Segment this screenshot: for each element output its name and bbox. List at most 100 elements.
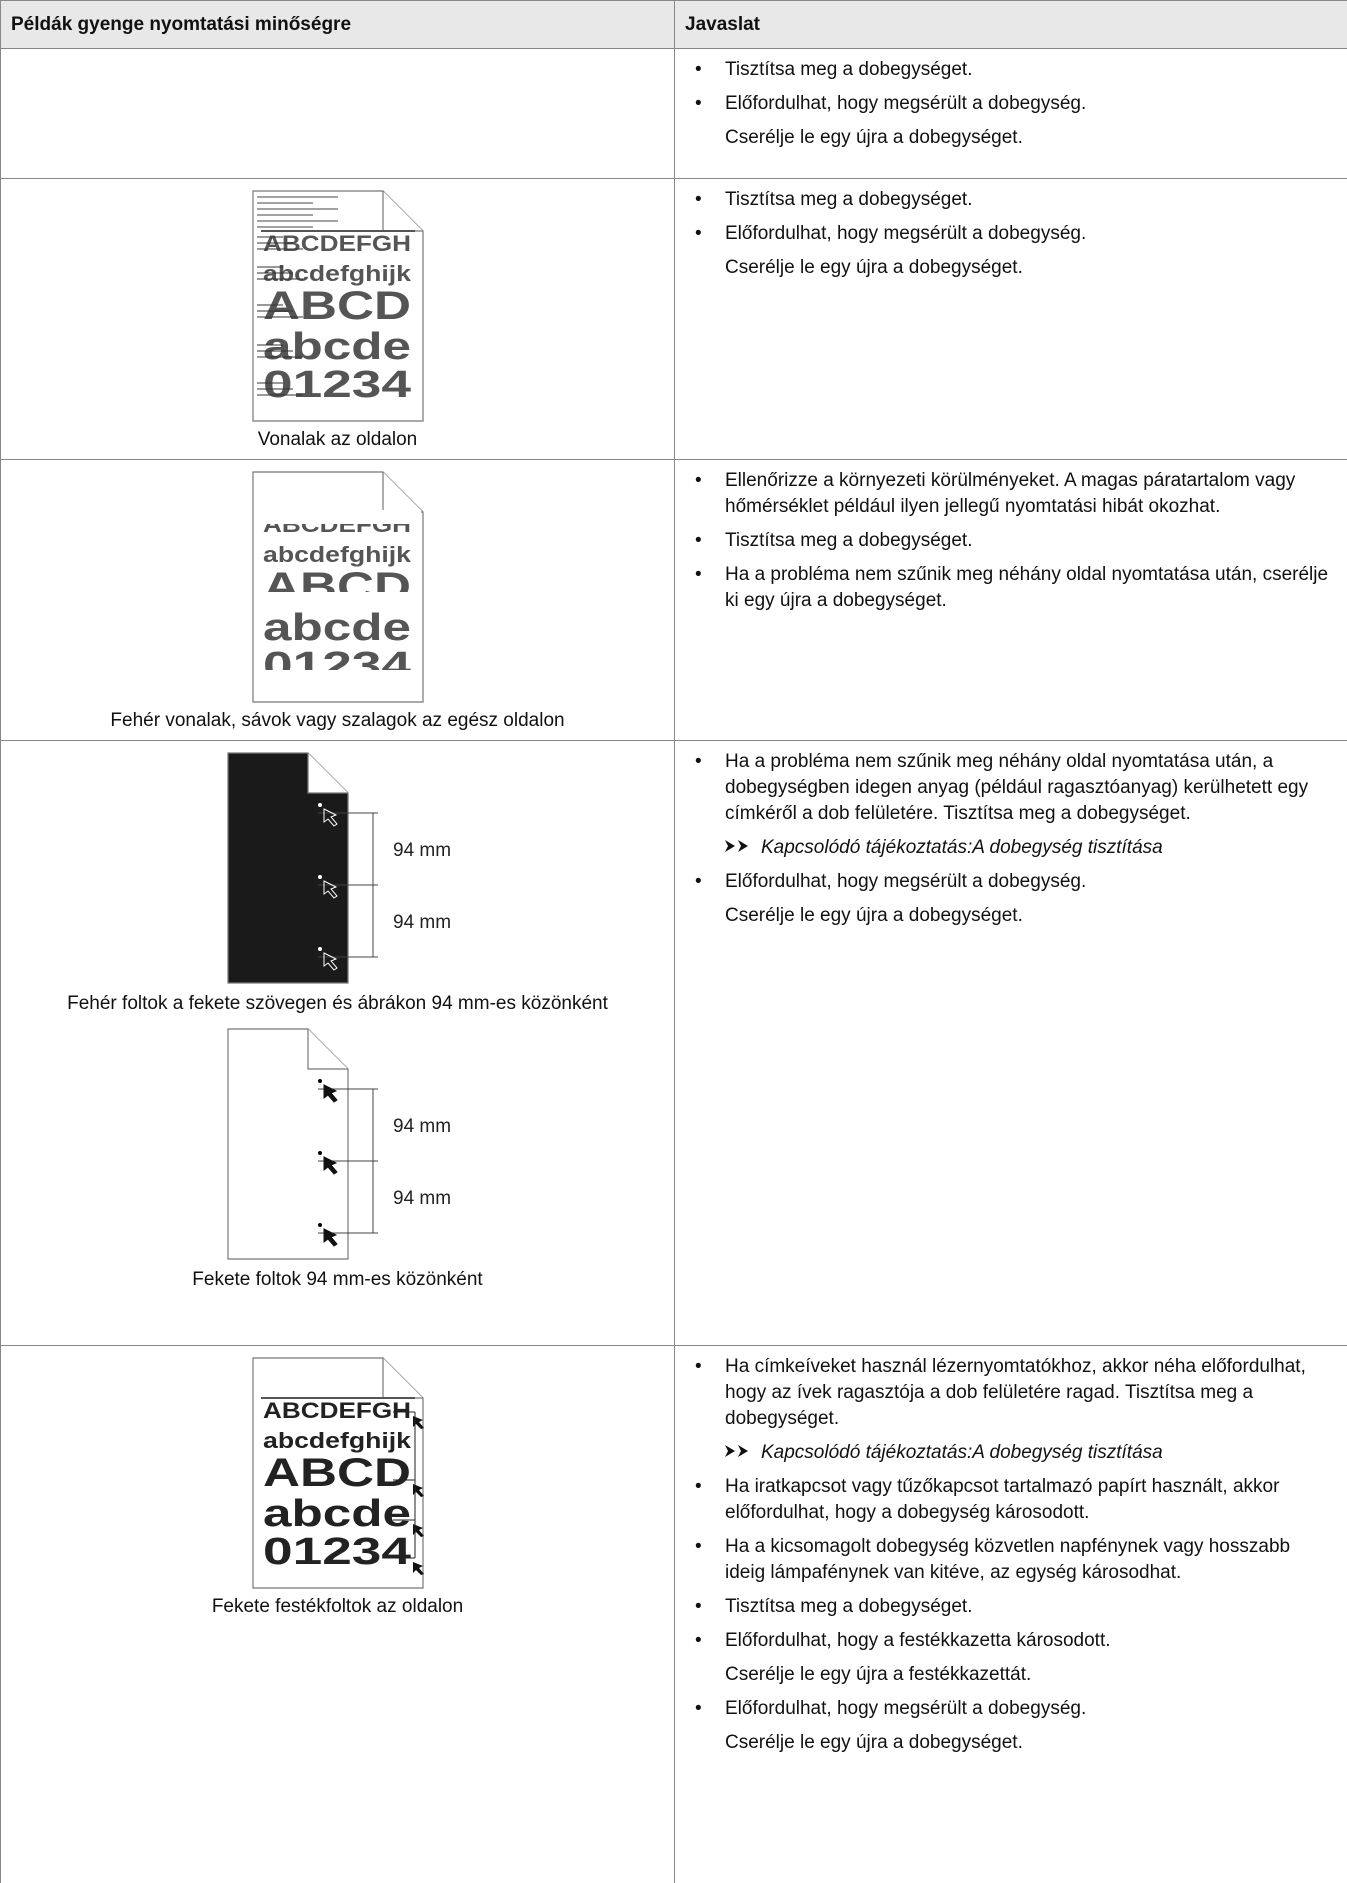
caption: Fehér vonalak, sávok vagy szalagok az eg… bbox=[110, 710, 565, 731]
suggestion-extra: Cserélje le egy újra a dobegységet. bbox=[725, 1732, 1023, 1753]
caption: Fehér foltok a fekete szövegen és ábráko… bbox=[67, 993, 608, 1014]
bullet: • bbox=[695, 189, 702, 210]
suggestion-text: Előfordulhat, hogy megsérült a dobegység… bbox=[725, 1698, 1087, 1719]
arrow-icon bbox=[323, 1156, 338, 1175]
suggestion-extra: Cserélje le egy újra a dobegységet. bbox=[725, 905, 1023, 926]
sample-text: 01234 bbox=[263, 364, 411, 406]
suggestion-text: Előfordulhat, hogy megsérült a dobegység… bbox=[725, 93, 1087, 114]
table-row: ABCDEFGH abcdefghijk ABCD abcde 01234 Fekete … bbox=[0, 1345, 1347, 1883]
arrow bbox=[725, 840, 735, 852]
spot bbox=[317, 875, 322, 879]
table-row: 94 mm 94 mm Fehér foltok a fekete szövegen… bbox=[0, 740, 1347, 1346]
caption: Vonalak az oldalon bbox=[257, 429, 418, 450]
suggestion-item: • Tisztítsa meg a dobegységet. bbox=[675, 528, 1333, 554]
spot bbox=[317, 803, 322, 807]
sample-text: 01234 bbox=[263, 1531, 411, 1573]
suggestion-text: Ha a kicsomagolt dobegység közvetlen nap… bbox=[725, 1536, 1291, 1583]
suggestion-text: Ha iratkapcsot vagy tűzőkapcsot tartalma… bbox=[725, 1476, 1280, 1523]
suggestion-cell: • Tisztítsa meg a dobegységet. • Előfordulh… bbox=[674, 48, 1347, 179]
arrow bbox=[725, 1445, 735, 1457]
link-icon bbox=[725, 1445, 748, 1457]
suggestion-item: • Ha címkeíveket használ lézernyomtatókho… bbox=[675, 1354, 1333, 1432]
header-row: Példák gyenge nyomtatási minőségre Javas… bbox=[0, 0, 1347, 49]
sample-text: ABCDEFGH bbox=[263, 1398, 411, 1423]
suggestion-item: • Ha iratkapcsot vagy tűzőkapcsot tartalm… bbox=[675, 1474, 1333, 1526]
bullet: • bbox=[695, 751, 702, 772]
suggestion-extra: Cserélje le egy újra a dobegységet. bbox=[725, 257, 1023, 278]
bullet: • bbox=[695, 1476, 702, 1497]
example-cell: 94 mm 94 mm Fehér foltok a fekete szövegen… bbox=[0, 740, 675, 1346]
table-row: ABCDEFGH abcdefghijk ABCD abcde 01234 Fehér v… bbox=[0, 459, 1347, 741]
link-target[interactable]: A dobegység tisztítása bbox=[972, 837, 1163, 858]
arrow-icon bbox=[323, 880, 338, 899]
suggestion-cell: • Ellenőrizze a környezeti körülményeket.… bbox=[674, 459, 1347, 741]
suggestion-text: Ha a probléma nem szűnik meg néhány olda… bbox=[725, 751, 1309, 824]
sample-text: abcde bbox=[263, 326, 411, 368]
spot-page: 94 mm 94 mm bbox=[226, 1028, 451, 1260]
example-cell: ABCDEFGH abcdefghijk ABCD abcde 01234 Fekete … bbox=[0, 1345, 675, 1883]
suggestion-text: Ellenőrizze a környezeti körülményeket. … bbox=[725, 470, 1296, 517]
spot bbox=[317, 1079, 322, 1083]
bullet: • bbox=[695, 1596, 702, 1617]
suggestion-text: Előfordulhat, hogy megsérült a dobegység… bbox=[725, 223, 1087, 244]
bullet: • bbox=[695, 1536, 702, 1557]
arrow-icon bbox=[323, 1228, 338, 1247]
caption: Fekete festékfoltok az oldalon bbox=[211, 1596, 464, 1617]
page-outline bbox=[226, 752, 349, 984]
link-label: Kapcsolódó tájékoztatás: bbox=[761, 837, 973, 858]
arrow-icon bbox=[412, 1562, 424, 1575]
suggestion-text: Ha címkeíveket használ lézernyomtatókhoz… bbox=[725, 1356, 1306, 1429]
sample-text: abcde bbox=[263, 607, 411, 649]
spot-page: 94 mm 94 mm bbox=[226, 752, 451, 984]
suggestion-text: Tisztítsa meg a dobegységet. bbox=[725, 530, 973, 551]
bullet: • bbox=[695, 564, 702, 585]
link-target[interactable]: A dobegység tisztítása bbox=[972, 1442, 1163, 1463]
suggestion-text: Tisztítsa meg a dobegységet. bbox=[725, 59, 973, 80]
table-row: • Tisztítsa meg a dobegységet. • Előfordulh… bbox=[0, 48, 1347, 179]
sample-text: abcdefghijk bbox=[263, 1428, 412, 1453]
suggestion-item: • Előfordulhat, hogy megsérült a dobegysé… bbox=[675, 91, 1333, 117]
bullet: • bbox=[695, 470, 702, 491]
example-cell bbox=[0, 48, 675, 179]
suggestion-text: Tisztítsa meg a dobegységet. bbox=[725, 189, 973, 210]
suggestion-item: • Előfordulhat, hogy megsérült a dobegysé… bbox=[675, 221, 1333, 247]
white-band bbox=[254, 592, 421, 604]
related-link: Kapcsolódó tájékoztatás:A dobegység tisz… bbox=[675, 835, 1333, 861]
arrow bbox=[738, 840, 748, 852]
bullet: • bbox=[695, 1698, 702, 1719]
arrow bbox=[738, 1445, 748, 1457]
arrow-icon bbox=[412, 1484, 424, 1497]
suggestion-item: • Tisztítsa meg a dobegységet. bbox=[675, 1594, 1333, 1620]
suggestion-text: Tisztítsa meg a dobegységet. bbox=[725, 1596, 973, 1617]
white-band bbox=[254, 670, 421, 682]
suggestion-text: Ha a probléma nem szűnik meg néhány olda… bbox=[725, 564, 1329, 611]
link-label: Kapcsolódó tájékoztatás: bbox=[761, 1442, 973, 1463]
bullet: • bbox=[695, 871, 702, 892]
suggestion-item: • Ha a kicsomagolt dobegység közvetlen na… bbox=[675, 1534, 1333, 1586]
spot bbox=[317, 947, 322, 951]
suggestion-extra: Cserélje le egy újra a dobegységet. bbox=[725, 127, 1023, 148]
dim-label: 94 mm bbox=[393, 840, 451, 861]
suggestion-item: • Ha a probléma nem szűnik meg néhány old… bbox=[675, 562, 1333, 614]
bullet: • bbox=[695, 530, 702, 551]
page-fold bbox=[306, 1029, 348, 1070]
table-row: ABCDEFGH abcdefghijk ABCD abcde 01234 Vonalak… bbox=[0, 178, 1347, 460]
arrow-icon bbox=[323, 952, 338, 971]
bullet: • bbox=[695, 1630, 702, 1651]
suggestion-cell: • Tisztítsa meg a dobegységet. • Előfordulh… bbox=[674, 178, 1347, 460]
page-fold bbox=[306, 753, 348, 794]
dim-label: 94 mm bbox=[393, 1116, 451, 1137]
suggestion-cell: • Ha a probléma nem szűnik meg néhány old… bbox=[674, 740, 1347, 1346]
spot bbox=[317, 1223, 322, 1227]
page-outline bbox=[251, 471, 424, 703]
page-fold bbox=[381, 1358, 423, 1399]
page-fold bbox=[381, 472, 423, 513]
suggestion-item: • Ellenőrizze a környezeti körülményeket.… bbox=[675, 468, 1333, 520]
white-band bbox=[254, 510, 421, 524]
suggestion-item: • Ha a probléma nem szűnik meg néhány old… bbox=[675, 749, 1333, 827]
